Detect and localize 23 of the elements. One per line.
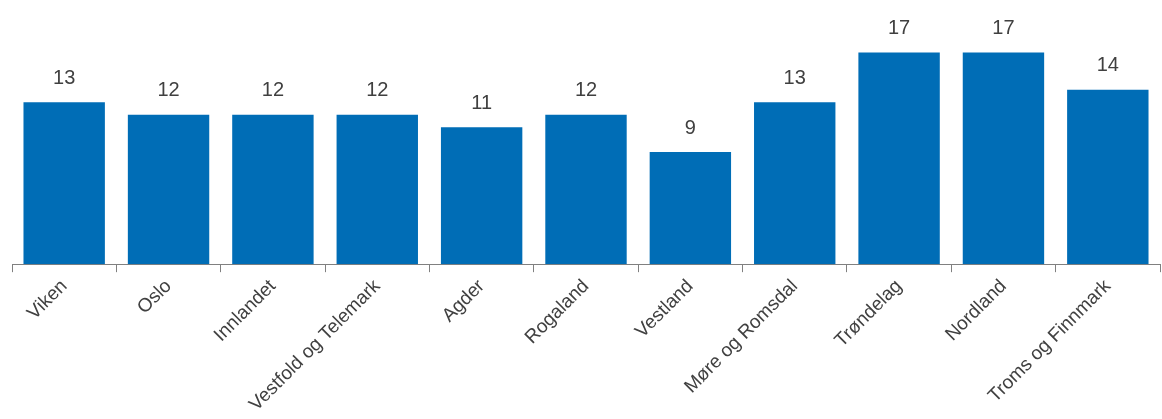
bar xyxy=(649,152,732,265)
x-tick-label: Oslo xyxy=(132,274,176,318)
data-label: 17 xyxy=(887,15,911,38)
bar xyxy=(962,52,1045,265)
data-label: 13 xyxy=(783,65,806,88)
bar xyxy=(232,114,314,265)
data-label: 11 xyxy=(471,90,493,113)
bar xyxy=(545,114,627,265)
data-label: 12 xyxy=(574,78,598,101)
bar xyxy=(440,127,523,265)
bar xyxy=(127,114,210,265)
bar xyxy=(754,102,836,265)
data-label: 12 xyxy=(157,78,180,101)
bar xyxy=(23,102,105,265)
data-label: 13 xyxy=(53,65,76,88)
data-label: 9 xyxy=(684,115,696,138)
bar xyxy=(1067,89,1149,265)
data-label: 12 xyxy=(366,78,389,101)
data-label: 14 xyxy=(1096,53,1119,76)
data-label: 12 xyxy=(261,78,285,101)
bar xyxy=(858,52,940,265)
data-label: 17 xyxy=(992,15,1015,38)
bar xyxy=(336,114,418,265)
